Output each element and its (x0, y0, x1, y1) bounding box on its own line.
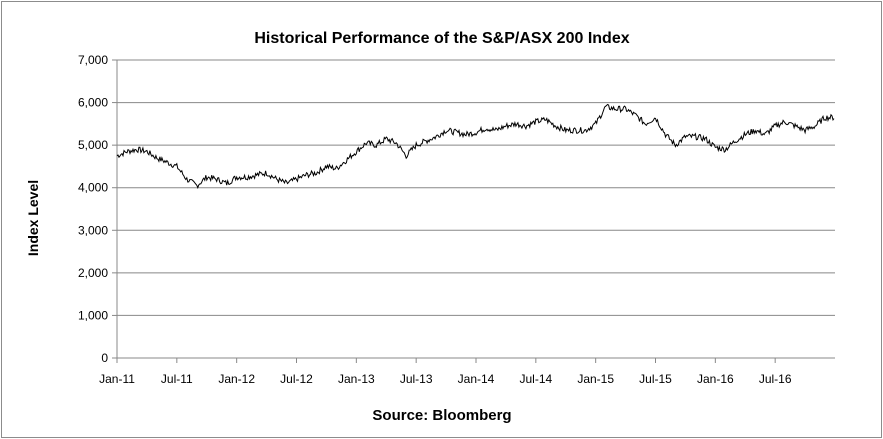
y-tick-label: 3,000 (78, 223, 108, 237)
x-tick-label: Jul-16 (759, 372, 792, 386)
x-tick-label: Jan-12 (218, 372, 255, 386)
y-tick-label: 5,000 (78, 138, 108, 152)
x-tick-label: Jan-15 (577, 372, 614, 386)
x-tick-label: Jul-11 (161, 372, 193, 386)
x-tick-label: Jan-16 (697, 372, 734, 386)
y-axis-ticks: 0 1,000 2,000 3,000 4,000 5,000 6,000 7,000 (78, 53, 117, 365)
axes (116, 60, 835, 359)
plot-lines (116, 103, 835, 189)
y-tick-label: 0 (101, 351, 108, 365)
y-tick-label: 7,000 (78, 53, 108, 67)
x-axis-ticks: Jan-11 Jul-11 Jan-12 Jul-12 Jan-13 Jul-13 Jan-… (99, 358, 792, 386)
gridlines (117, 59, 835, 316)
x-tick-label: Jan-14 (458, 372, 495, 386)
x-tick-label: Jul-13 (400, 372, 433, 386)
x-tick-label: Jul-14 (519, 372, 552, 386)
source-note: Source: Bloomberg (372, 407, 511, 424)
y-tick-label: 1,000 (78, 308, 108, 322)
y-tick-label: 4,000 (78, 181, 108, 195)
y-axis-title: Index Level (25, 180, 41, 256)
series-line (116, 103, 835, 189)
y-tick-label: 6,000 (78, 96, 108, 110)
x-tick-label: Jan-13 (338, 372, 375, 386)
x-tick-label: Jul-15 (639, 372, 672, 386)
x-tick-label: Jul-12 (280, 372, 313, 386)
x-tick-label: Jan-11 (99, 372, 135, 386)
y-tick-label: 2,000 (78, 266, 108, 280)
chart-title: Historical Performance of the S&P/ASX 20… (254, 30, 629, 47)
